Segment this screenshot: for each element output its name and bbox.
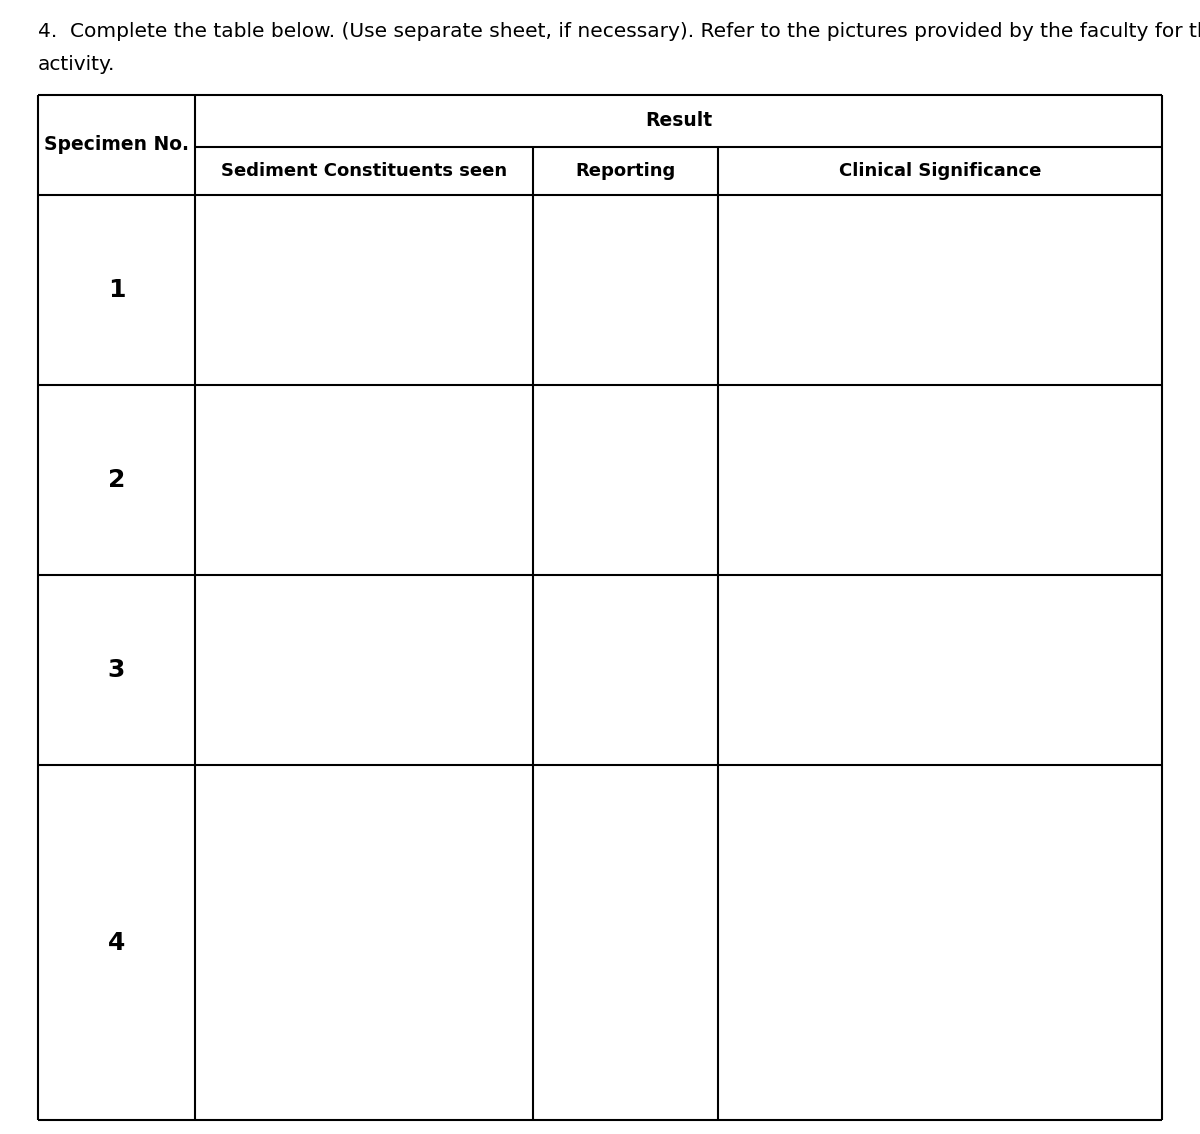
- Text: 2: 2: [108, 468, 125, 492]
- Text: 4.  Complete the table below. (Use separate sheet, if necessary). Refer to the p: 4. Complete the table below. (Use separa…: [38, 22, 1200, 41]
- Text: 1: 1: [108, 278, 125, 302]
- Text: activity.: activity.: [38, 56, 115, 74]
- Text: Clinical Significance: Clinical Significance: [839, 162, 1042, 180]
- Text: Result: Result: [644, 111, 712, 130]
- Text: Sediment Constituents seen: Sediment Constituents seen: [221, 162, 508, 180]
- Text: Reporting: Reporting: [575, 162, 676, 180]
- Text: 3: 3: [108, 658, 125, 682]
- Text: 4: 4: [108, 931, 125, 955]
- Text: Specimen No.: Specimen No.: [44, 135, 190, 154]
